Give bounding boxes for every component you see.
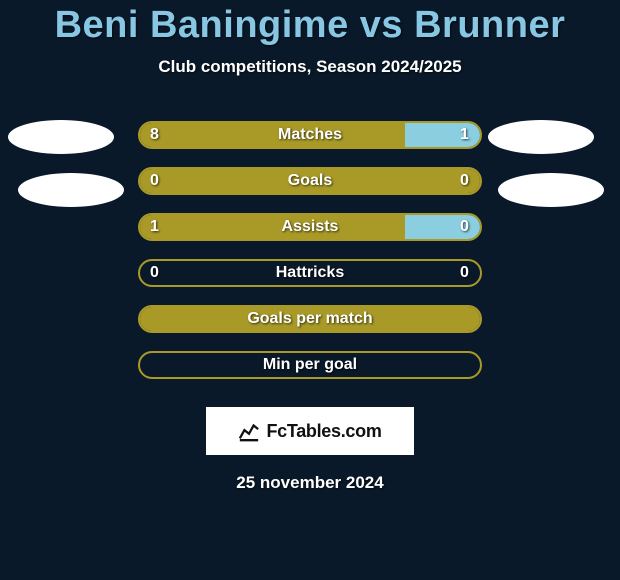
stat-value-left: 0: [150, 259, 159, 287]
stat-value-right: 0: [460, 259, 469, 287]
player-avatar-left: [8, 120, 114, 154]
stat-value-right: 0: [460, 213, 469, 241]
player-avatar-right: [488, 120, 594, 154]
stat-row: Hattricks0 0: [0, 259, 620, 287]
stat-value-right: 0: [460, 167, 469, 195]
logo-box: FcTables.com: [206, 407, 414, 455]
stat-label: Matches: [138, 121, 482, 149]
date-text: 25 november 2024: [0, 473, 620, 493]
player-avatar-right: [498, 173, 604, 207]
subtitle: Club competitions, Season 2024/2025: [0, 57, 620, 77]
stat-row: Goals per match: [0, 305, 620, 333]
stat-value-left: 1: [150, 213, 159, 241]
stat-label: Min per goal: [138, 351, 482, 379]
stat-value-left: 0: [150, 167, 159, 195]
logo-text: FcTables.com: [266, 421, 381, 442]
stat-label: Goals per match: [138, 305, 482, 333]
stat-label: Hattricks: [138, 259, 482, 287]
stat-value-right: 1: [460, 121, 469, 149]
chart-icon: [238, 420, 260, 442]
player-avatar-left: [18, 173, 124, 207]
stats-container: Matches81Goals00Assists10Hattricks00Goal…: [0, 121, 620, 379]
stat-label: Goals: [138, 167, 482, 195]
stat-value-left: 8: [150, 121, 159, 149]
page-title: Beni Baningime vs Brunner: [0, 0, 620, 47]
stat-label: Assists: [138, 213, 482, 241]
comparison-infographic: Beni Baningime vs Brunner Club competiti…: [0, 0, 620, 580]
stat-row: Min per goal: [0, 351, 620, 379]
stat-row: Assists1 0: [0, 213, 620, 241]
